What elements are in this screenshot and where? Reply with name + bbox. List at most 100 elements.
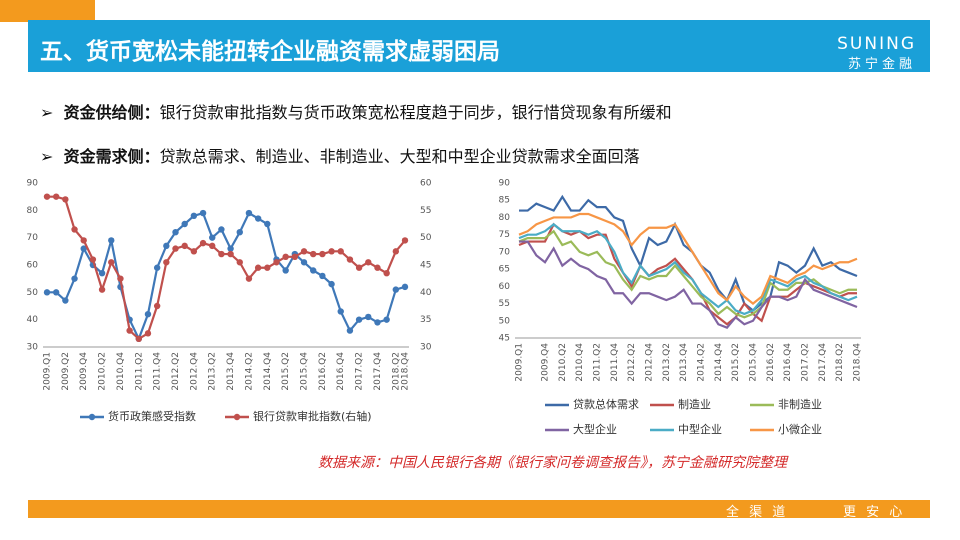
series-line <box>47 195 406 341</box>
x-tick-label: 2011.Q2 <box>593 343 603 382</box>
x-tick-label: 2013.Q4 <box>226 352 236 391</box>
bullet: ➢ 资金供给侧：银行贷款审批指数与货币政策宽松程度趋于同步，银行惜贷现象有所缓和 <box>40 103 672 122</box>
point <box>365 259 372 266</box>
legend-label: 制造业 <box>678 397 711 411</box>
x-tick-label: 2010.Q2 <box>558 343 568 382</box>
y-tick-label: 85 <box>499 196 510 206</box>
x-tick-label: 2010.Q4 <box>575 343 585 382</box>
point <box>401 237 409 244</box>
point <box>80 237 87 244</box>
point <box>401 283 409 291</box>
bullet-text: 银行贷款审批指数与货币政策宽松程度趋于同步，银行惜贷现象有所缓和 <box>159 103 672 122</box>
point <box>328 280 335 288</box>
point <box>218 226 225 233</box>
legend-label: 贷款总体需求 <box>573 397 639 411</box>
x-tick-label: 2015.Q2 <box>281 352 291 391</box>
point <box>227 245 234 252</box>
point <box>254 264 262 271</box>
x-tick-label: 2010.Q2 <box>98 352 108 391</box>
point <box>365 313 372 321</box>
y-tick-label: 60 <box>27 261 39 271</box>
y2-tick-label: 35 <box>420 315 431 325</box>
point <box>163 259 170 266</box>
point <box>291 253 299 260</box>
point <box>355 316 363 323</box>
x-tick-label: 2014.Q2 <box>697 343 707 382</box>
point <box>383 270 390 277</box>
title-bar <box>28 20 930 72</box>
point <box>328 248 335 255</box>
logo: SUNING <box>837 34 916 54</box>
point <box>181 220 188 228</box>
point <box>163 242 170 250</box>
x-tick-label: 2018.Q2 <box>835 343 845 382</box>
point <box>236 259 243 266</box>
point <box>346 327 354 334</box>
bullet-text: 贷款总需求、制造业、非制造业、大型和中型企业贷款需求全面回落 <box>159 147 640 166</box>
y-tick-label: 80 <box>499 213 511 223</box>
point <box>300 248 308 255</box>
point <box>172 229 179 236</box>
bullet-label: 资金供给侧： <box>63 103 160 122</box>
point <box>282 253 289 260</box>
point <box>209 242 216 250</box>
point <box>218 250 225 258</box>
y2-tick-label: 60 <box>420 179 432 189</box>
x-tick-label: 2009.Q4 <box>79 352 89 391</box>
x-tick-label: 2010.Q4 <box>116 352 126 391</box>
point <box>337 248 344 255</box>
x-tick-label: 2009.Q1 <box>515 343 525 382</box>
x-tick-label: 2013.Q2 <box>208 352 218 391</box>
source-note: 数据来源：中国人民银行各期《银行家问卷调查报告》，苏宁金融研究院整理 <box>318 455 787 471</box>
y2-tick-label: 45 <box>420 261 431 271</box>
legend-marker <box>233 413 241 421</box>
x-tick-label: 2018.Q4 <box>401 352 411 391</box>
point <box>144 330 152 337</box>
point <box>62 297 69 304</box>
series-line <box>519 194 858 312</box>
y2-tick-label: 55 <box>420 206 431 216</box>
point <box>71 226 78 233</box>
point <box>199 239 207 247</box>
series-line <box>518 222 857 326</box>
y-tick-label: 40 <box>27 315 39 325</box>
point <box>209 234 216 241</box>
x-tick-label: 2016.Q4 <box>783 343 793 382</box>
bullet-label: 资金需求侧： <box>63 147 160 166</box>
point <box>264 220 271 228</box>
x-tick-label: 2015.Q2 <box>731 343 741 382</box>
y-tick-label: 75 <box>499 230 510 240</box>
y-tick-label: 55 <box>499 299 510 309</box>
x-tick-label: 2012.Q4 <box>189 352 199 391</box>
point <box>98 286 106 293</box>
point <box>346 256 354 263</box>
corner-block <box>0 0 95 22</box>
point <box>282 267 289 274</box>
y-tick-label: 60 <box>499 282 511 292</box>
point <box>62 196 69 203</box>
y-tick-label: 50 <box>499 316 511 326</box>
x-tick-label: 2012.Q2 <box>627 343 637 382</box>
point <box>89 256 97 263</box>
point <box>310 250 317 258</box>
footer-text: 更 安 心 <box>843 505 906 520</box>
x-tick-label: 2009.Q4 <box>541 343 551 382</box>
point <box>236 229 243 236</box>
x-tick-label: 2017.Q2 <box>801 343 811 382</box>
point <box>199 209 207 217</box>
y2-tick-label: 40 <box>420 288 432 298</box>
bullet: ➢ 资金需求侧：贷款总需求、制造业、非制造业、大型和中型企业贷款需求全面回落 <box>40 147 640 166</box>
series-line <box>518 229 857 319</box>
x-tick-label: 2013.Q4 <box>679 343 689 382</box>
y2-tick-label: 50 <box>420 233 432 243</box>
x-tick-label: 2009.Q1 <box>43 352 53 391</box>
x-tick-label: 2011.Q4 <box>610 343 620 382</box>
x-tick-label: 2016.Q2 <box>766 343 776 382</box>
point <box>71 275 78 282</box>
point <box>126 327 133 334</box>
slide-title: 五、货币宽松未能扭转企业融资需求虚弱困局 <box>40 39 500 65</box>
y-tick-label: 70 <box>27 233 39 243</box>
point <box>108 259 115 266</box>
